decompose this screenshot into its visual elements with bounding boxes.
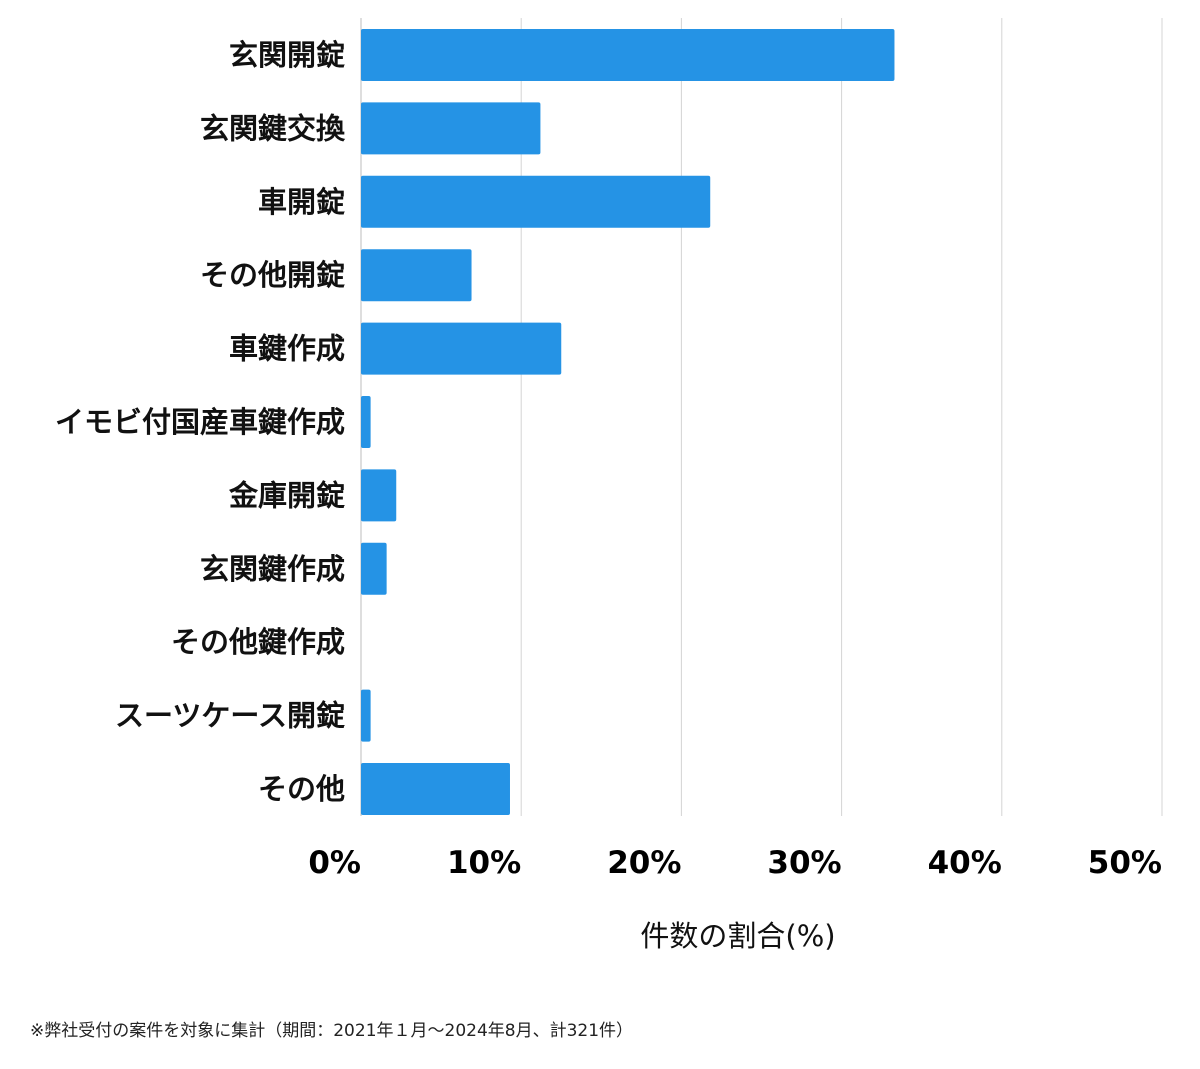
category-labels: 玄関開錠玄関鍵交換車開錠その他開錠車鍵作成イモビ付国産車鍵作成金庫開錠玄関鍵作成…	[55, 38, 346, 806]
bar	[361, 396, 371, 448]
bar	[361, 249, 472, 302]
category-label: 車鍵作成	[229, 332, 345, 366]
bar	[361, 469, 397, 522]
category-label: イモビ付国産車鍵作成	[55, 405, 345, 439]
bar	[361, 322, 562, 375]
bars	[361, 29, 895, 815]
x-tick-label: 50%	[1088, 845, 1162, 881]
bar-chart: 玄関開錠玄関鍵交換車開錠その他開錠車鍵作成イモビ付国産車鍵作成金庫開錠玄関鍵作成…	[55, 18, 1163, 953]
x-tick-label: 0%	[308, 845, 361, 881]
x-tick-label: 40%	[928, 845, 1002, 881]
bar	[361, 102, 541, 155]
category-label: その他鍵作成	[171, 625, 345, 659]
category-label: 玄関鍵交換	[200, 111, 346, 145]
bar	[361, 689, 371, 742]
category-label: 車開錠	[258, 185, 345, 219]
category-label: スーツケース開錠	[115, 699, 345, 733]
bar	[361, 175, 711, 228]
x-tick-label: 20%	[607, 845, 681, 881]
bar	[361, 542, 387, 595]
category-label: 玄関開錠	[229, 38, 345, 72]
x-tick-label: 30%	[767, 845, 841, 881]
x-axis-title: 件数の割合(%)	[640, 919, 835, 953]
bar	[361, 29, 895, 81]
x-tick-labels: 0% 10% 20% 30% 40% 50%	[308, 845, 1162, 881]
footnote: ※弊社受付の案件を対象に集計（期間：2021年１月〜2024年8月、計321件）	[30, 1021, 634, 1041]
category-label: その他	[258, 772, 345, 806]
x-tick-label: 10%	[447, 845, 521, 881]
category-label: 金庫開錠	[228, 478, 345, 512]
category-label: その他開錠	[200, 258, 345, 292]
category-label: 玄関鍵作成	[200, 552, 345, 586]
bar	[361, 763, 510, 815]
